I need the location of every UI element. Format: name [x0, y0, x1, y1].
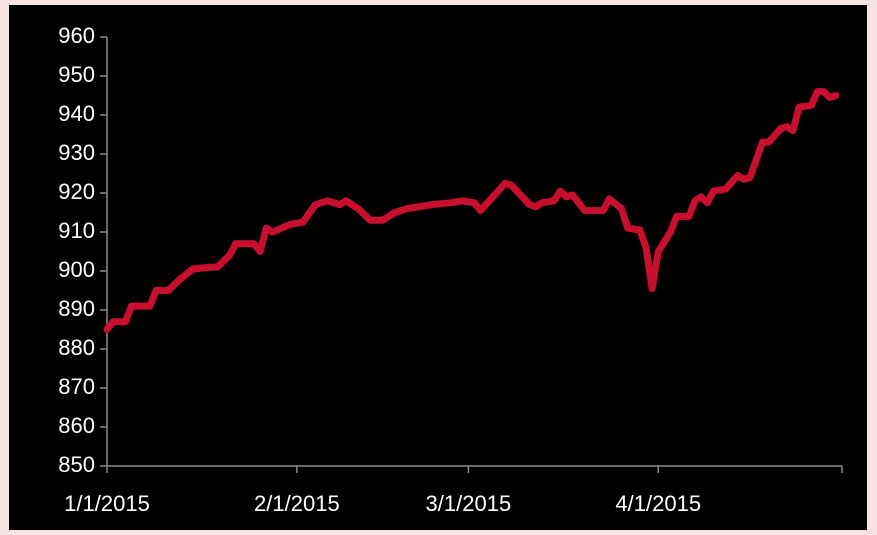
y-tick-label: 890: [58, 296, 95, 321]
plot-background: [9, 5, 867, 530]
y-tick-label: 910: [58, 218, 95, 243]
x-tick-label: 4/1/2015: [615, 491, 701, 516]
x-tick-label: 3/1/2015: [426, 491, 512, 516]
y-tick-label: 940: [58, 101, 95, 126]
y-tick-label: 880: [58, 335, 95, 360]
y-tick-label: 900: [58, 257, 95, 282]
y-tick-label: 950: [58, 62, 95, 87]
x-tick-label: 2/1/2015: [254, 491, 340, 516]
x-tick-label: 1/1/2015: [64, 491, 150, 516]
y-tick-label: 920: [58, 179, 95, 204]
y-tick-label: 860: [58, 413, 95, 438]
y-tick-label: 960: [58, 23, 95, 48]
line: [103, 88, 840, 333]
y-tick-label: 850: [58, 452, 95, 477]
y-tick-label: 870: [58, 374, 95, 399]
y-tick-label: 930: [58, 140, 95, 165]
